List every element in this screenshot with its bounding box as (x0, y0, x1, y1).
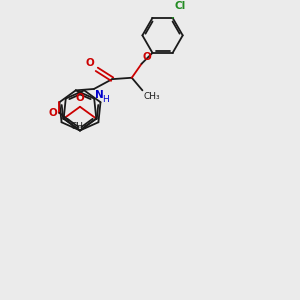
Text: Cl: Cl (174, 1, 185, 11)
Text: O: O (86, 58, 94, 68)
Text: O: O (143, 52, 152, 62)
Text: H: H (102, 95, 109, 104)
Text: CH₃: CH₃ (144, 92, 160, 101)
Text: CH₃: CH₃ (70, 122, 87, 131)
Text: O: O (49, 108, 57, 118)
Text: O: O (76, 93, 84, 103)
Text: N: N (95, 90, 104, 100)
